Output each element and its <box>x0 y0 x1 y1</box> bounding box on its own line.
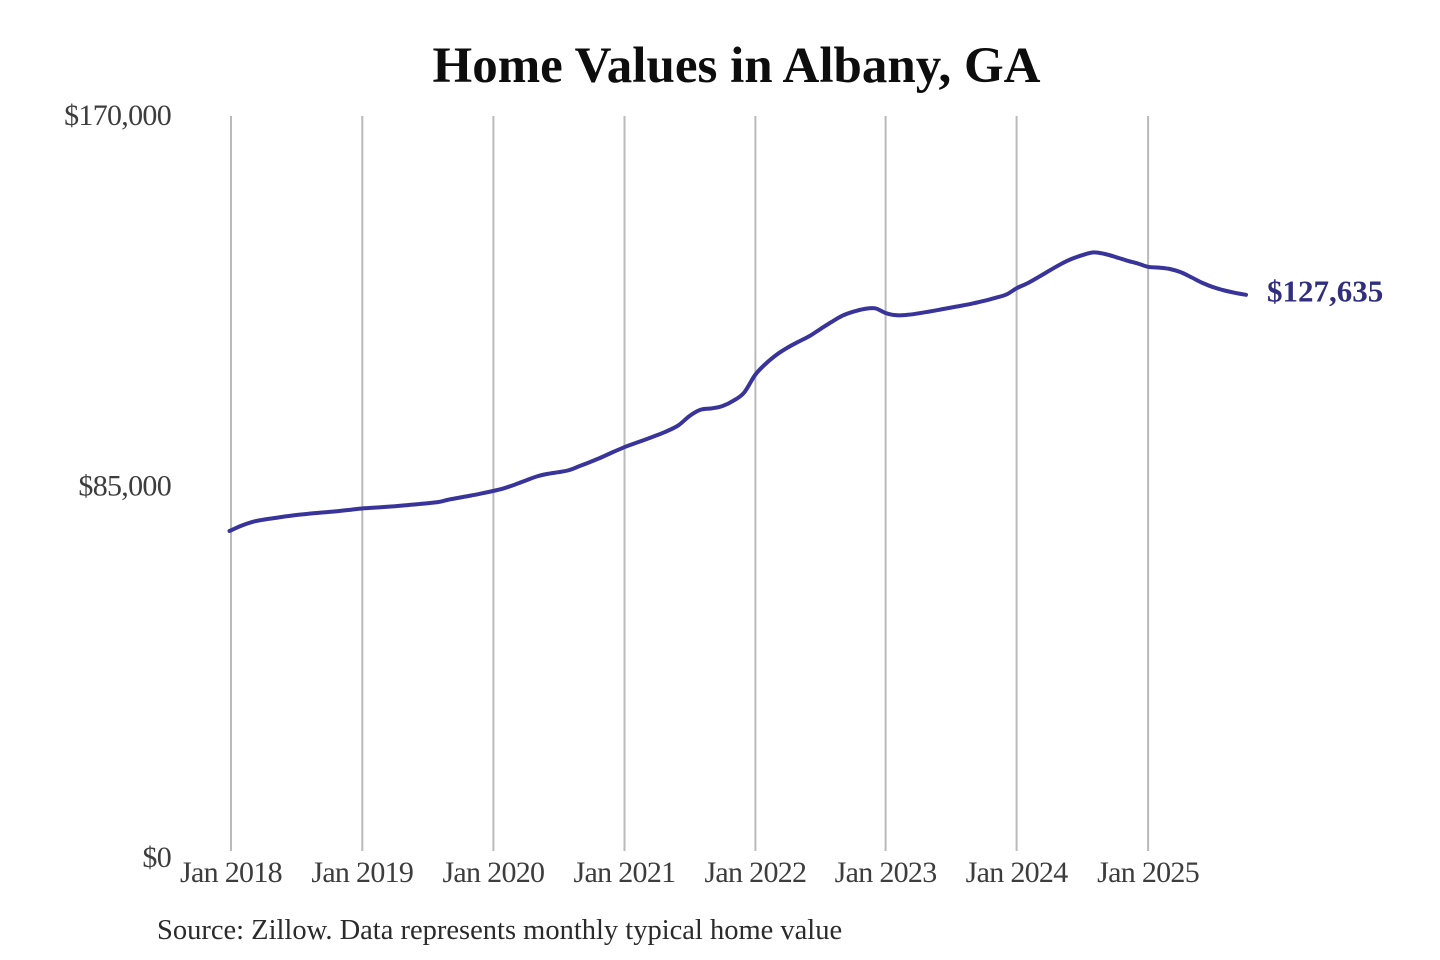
svg-text:Jan 2024: Jan 2024 <box>966 856 1069 889</box>
svg-text:Jan 2020: Jan 2020 <box>442 856 544 889</box>
svg-text:Source: Zillow. Data represent: Source: Zillow. Data represents monthly … <box>157 915 842 946</box>
svg-text:Jan 2021: Jan 2021 <box>574 856 676 889</box>
svg-text:Jan 2025: Jan 2025 <box>1097 856 1199 889</box>
svg-text:Home Values in Albany, GA: Home Values in Albany, GA <box>433 38 1041 94</box>
svg-text:Jan 2018: Jan 2018 <box>180 856 282 889</box>
svg-text:$127,635: $127,635 <box>1267 274 1383 309</box>
svg-text:Jan 2023: Jan 2023 <box>835 856 937 889</box>
svg-text:$85,000: $85,000 <box>78 470 171 503</box>
svg-text:Jan 2019: Jan 2019 <box>311 856 413 889</box>
svg-text:Jan 2022: Jan 2022 <box>704 856 806 889</box>
svg-text:$170,000: $170,000 <box>64 99 171 132</box>
svg-text:$0: $0 <box>142 841 171 874</box>
